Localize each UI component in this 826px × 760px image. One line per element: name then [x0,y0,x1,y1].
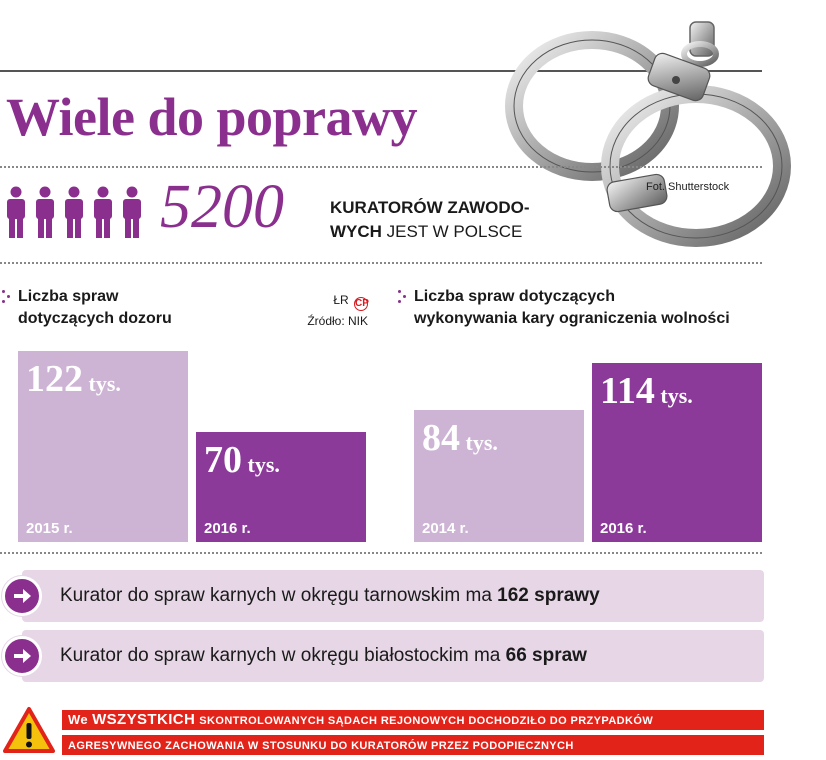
divider [0,166,762,168]
bullet-icon [2,290,12,304]
kurator-caption-line2: WYCH JEST W POLSCE [330,222,522,242]
bar-category-label: 2014 r. [422,520,469,537]
bar-group: 84 tys. 2014 r. [414,410,584,542]
author-initials: ŁR [333,293,349,307]
chart2-title-line: wykonywania kary ograniczenia wolności [414,310,730,327]
kurator-caption-line1: KURATORÓW ZAWODO- [330,198,530,217]
people-icon [7,186,141,238]
bar [196,432,366,542]
chart2-title-line: Liczba spraw dotyczących [414,288,615,305]
divider [0,552,762,554]
fact-text: Kurator do spraw karnych w okręgu tarnow… [60,585,600,607]
warning-line2: agresywnego zachowania w stosunku do kur… [62,735,764,755]
chart-dozor-svg: 122 tys. 2015 r. 70 tys. 2016 r. [18,351,366,542]
bullet-icon [398,290,408,304]
photo-credit: Fot. Shutterstock [646,181,730,193]
fact-text: Kurator do spraw karnych w okręgu białos… [60,645,587,667]
chart2-title: Liczba spraw dotyczących wykonywania kar… [414,286,730,330]
chart-dozor: 122 tys. 2015 r. 70 tys. 2016 r. [18,340,368,542]
bar [592,363,762,542]
bar-group: 70 tys. 2016 r. [196,432,366,542]
fact-panel: Kurator do spraw karnych w okręgu białos… [2,630,764,682]
warning-text: We [68,712,89,727]
chart1-title-line: Liczba spraw [18,288,119,305]
source-note: ŁR CP Źródło: NIK [298,290,369,331]
bar-value-label: 122 tys. [26,358,121,400]
bar [414,410,584,542]
top-rule [0,70,762,72]
bar-value-label: 70 tys. [204,439,280,481]
arrow-right-icon [2,576,42,616]
fact-panel: Kurator do spraw karnych w okręgu tarnow… [2,570,764,622]
chart1-title: Liczba spraw dotyczących dozoru [18,286,172,330]
bar-group: 114 tys. 2016 r. [592,363,762,542]
bar-value-label: 84 tys. [422,417,498,459]
page-title: Wiele do poprawy [6,87,418,147]
chart1-title-line: dotyczących dozoru [18,310,172,327]
bar-category-label: 2016 r. [600,520,647,537]
source-label: Źródło: NIK [307,314,368,328]
kurator-caption-rest: JEST W POLSCE [381,222,523,241]
fact-text-bold: 66 spraw [505,645,587,666]
chart-ograniczenie: 84 tys. 2014 r. 114 tys. 2016 r. [414,340,764,542]
handcuffs-image [505,21,791,247]
chart-ograniczenie-svg: 84 tys. 2014 r. 114 tys. 2016 r. [414,363,762,542]
fact-text-bold: 162 sprawy [497,585,600,606]
bar-group: 122 tys. 2015 r. [18,351,188,542]
kurator-caption-bold: WYCH [330,222,382,241]
bar-category-label: 2015 r. [26,520,73,537]
bar-category-label: 2016 r. [204,520,251,537]
warning-text: agresywnego zachowania w stosunku do kur… [68,740,574,752]
warning-text-caps: WSZYSTKICH [92,711,196,728]
divider [0,262,762,264]
bar-value-label: 114 tys. [600,370,693,412]
bar [18,351,188,542]
arrow-right-icon [2,636,42,676]
warning-text: skontrolowanych sądach rejonowych dochod… [199,715,654,727]
fact-text-plain: Kurator do spraw karnych w okręgu białos… [60,645,506,666]
kurator-count: 5200 [160,173,284,241]
warning-icon [3,707,55,753]
fact-text-plain: Kurator do spraw karnych w okręgu tarnow… [60,585,498,606]
cp-logo: CP [354,297,369,311]
warning-line1: We WSZYSTKICH skontrolowanych sądach rej… [62,710,764,730]
